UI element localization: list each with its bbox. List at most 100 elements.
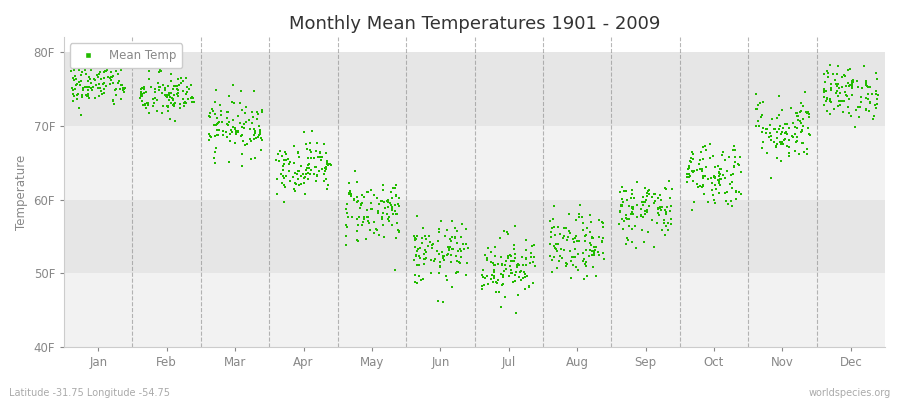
Point <box>636 194 651 200</box>
Point <box>140 105 154 111</box>
Point <box>504 269 518 276</box>
Point <box>642 187 656 194</box>
Point <box>301 176 315 182</box>
Point <box>868 91 883 98</box>
Point <box>408 235 422 241</box>
Point <box>445 234 459 240</box>
Point <box>445 284 459 290</box>
Point <box>560 261 574 268</box>
Point <box>166 83 181 89</box>
Point <box>475 282 490 289</box>
Point <box>78 66 93 73</box>
Point <box>165 95 179 101</box>
Point <box>69 81 84 88</box>
Point <box>435 249 449 256</box>
Point <box>254 146 268 153</box>
Point <box>97 80 112 86</box>
Point <box>755 145 770 152</box>
Point <box>292 168 307 174</box>
Point <box>692 157 706 164</box>
Point <box>453 246 467 252</box>
Point <box>775 107 789 114</box>
Point <box>85 86 99 93</box>
Point <box>713 171 727 177</box>
Point <box>137 86 151 92</box>
Point <box>790 133 805 140</box>
Point <box>349 237 364 244</box>
Point <box>211 114 225 121</box>
Point <box>508 251 522 258</box>
Point <box>661 219 675 226</box>
Point <box>451 248 465 254</box>
Point <box>356 218 371 225</box>
Point <box>291 149 305 156</box>
Point <box>618 212 633 218</box>
Point <box>297 174 311 180</box>
Point <box>508 310 523 316</box>
Point <box>69 82 84 88</box>
Point <box>374 214 389 221</box>
Point <box>179 74 194 81</box>
Point <box>495 261 509 268</box>
Point <box>235 107 249 114</box>
Point <box>135 85 149 91</box>
Point <box>321 161 336 167</box>
Point <box>170 90 184 97</box>
Point <box>341 180 356 186</box>
Point <box>653 207 668 214</box>
Point <box>291 176 305 182</box>
Point <box>625 204 639 210</box>
Point <box>184 82 198 88</box>
Point <box>312 154 327 160</box>
Point <box>589 244 603 250</box>
Point <box>372 200 386 207</box>
Point <box>243 126 257 132</box>
Point <box>719 197 733 204</box>
Point <box>551 241 565 247</box>
Point <box>100 67 114 73</box>
Point <box>496 274 510 280</box>
Point <box>568 246 582 253</box>
Title: Monthly Mean Temperatures 1901 - 2009: Monthly Mean Temperatures 1901 - 2009 <box>289 15 661 33</box>
Point <box>220 121 234 128</box>
Point <box>866 116 880 122</box>
Point <box>705 187 719 194</box>
Point <box>841 66 855 73</box>
Point <box>320 186 334 192</box>
Point <box>209 145 223 152</box>
Point <box>520 273 535 280</box>
Point <box>615 196 629 202</box>
Point <box>446 246 460 252</box>
Point <box>772 112 787 118</box>
Point <box>108 92 122 98</box>
Point <box>209 87 223 93</box>
Point <box>301 155 315 162</box>
Point <box>550 248 564 254</box>
Point <box>424 270 438 276</box>
Point <box>487 273 501 279</box>
Point <box>483 276 498 282</box>
Point <box>616 226 630 232</box>
Point <box>299 141 313 148</box>
Point <box>248 128 262 134</box>
Point <box>160 83 175 90</box>
Point <box>834 84 849 90</box>
Point <box>238 142 252 148</box>
Point <box>320 160 335 167</box>
Point <box>596 220 610 227</box>
Point <box>181 96 195 102</box>
Point <box>419 248 434 255</box>
Point <box>691 161 706 168</box>
Point <box>235 163 249 170</box>
Point <box>557 233 572 239</box>
Point <box>309 178 323 184</box>
Point <box>564 258 579 264</box>
Point <box>72 78 86 85</box>
Point <box>867 113 881 120</box>
Point <box>208 99 222 106</box>
Point <box>716 172 731 178</box>
Point <box>626 190 640 197</box>
Point <box>225 129 239 136</box>
Point <box>849 106 863 113</box>
Point <box>106 72 121 79</box>
